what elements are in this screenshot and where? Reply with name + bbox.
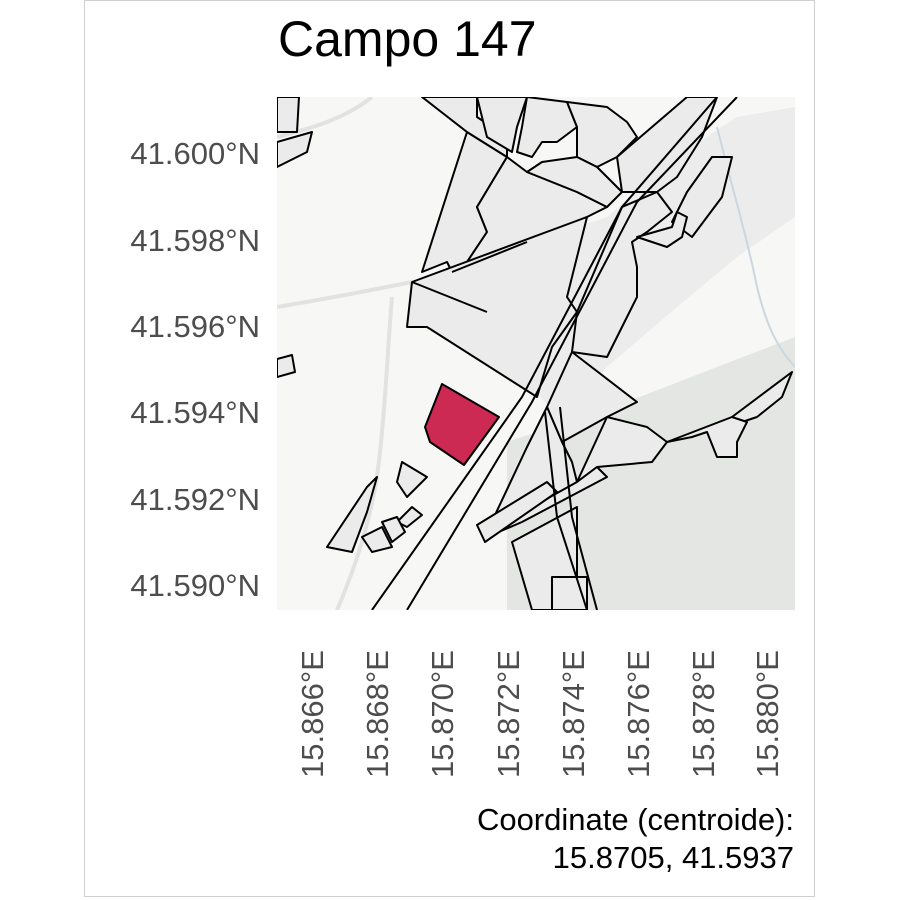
x-tick-label: 15.872°E: [491, 650, 526, 778]
map-panel[interactable]: [277, 97, 795, 610]
centroid-caption: Coordinate (centroide): 15.8705, 41.5937: [477, 801, 794, 877]
parcel: [361, 526, 393, 553]
parcel: [476, 481, 558, 543]
caption-line-2: 15.8705, 41.5937: [552, 840, 794, 875]
parcel: [277, 131, 313, 168]
parcel: [546, 351, 638, 443]
parcel: [277, 354, 296, 378]
x-tick-label: 15.870°E: [425, 650, 460, 778]
parcel: [326, 476, 378, 553]
main-road: [371, 97, 738, 610]
x-tick-label: 15.876°E: [621, 650, 656, 778]
parcel: [396, 461, 428, 498]
y-tick-label: 41.592°N: [130, 482, 260, 517]
parcel: [616, 97, 718, 193]
parcel: [476, 97, 528, 153]
y-tick-label: 41.594°N: [130, 395, 260, 430]
map-title: Campo 147: [278, 11, 537, 67]
x-tick-label: 15.874°E: [556, 650, 591, 778]
parcel: [277, 97, 300, 133]
y-tick-label: 41.596°N: [130, 309, 260, 344]
x-tick-label: 15.868°E: [360, 650, 395, 778]
parcel: [406, 216, 588, 398]
parcel: [571, 191, 673, 358]
parcel: [396, 506, 423, 528]
parcel-outlines: [277, 97, 793, 610]
x-tick-label: 15.866°E: [295, 650, 330, 778]
parcel: [636, 211, 688, 248]
parcel: [666, 416, 748, 458]
y-tick-label: 41.590°N: [130, 568, 260, 603]
y-tick-label: 41.600°N: [130, 136, 260, 171]
y-tick-label: 41.598°N: [130, 223, 260, 258]
caption-line-1: Coordinate (centroide):: [476, 802, 794, 837]
highlighted-field[interactable]: [424, 383, 500, 466]
x-tick-label: 15.878°E: [686, 650, 721, 778]
parcel: [526, 156, 623, 208]
parcel: [381, 516, 406, 543]
x-tick-label: 15.880°E: [750, 650, 785, 778]
river-line: [716, 126, 795, 368]
